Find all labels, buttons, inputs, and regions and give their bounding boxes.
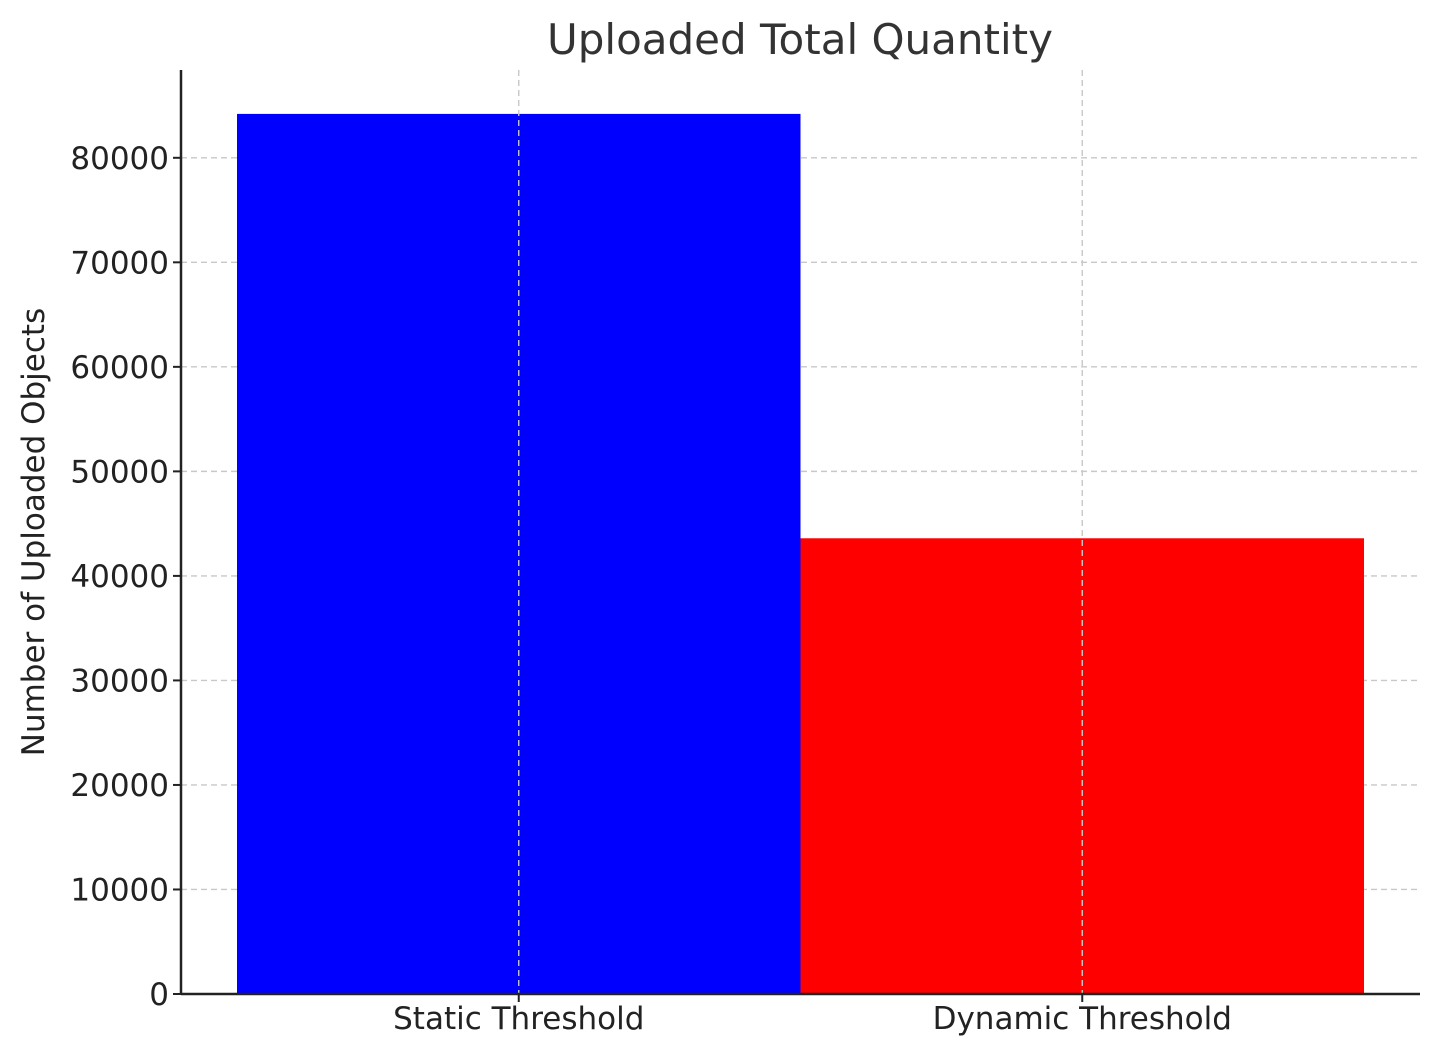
x-tick-label: Dynamic Threshold bbox=[933, 1001, 1232, 1037]
y-tick-label: 60000 bbox=[70, 350, 169, 386]
y-tick-label: 40000 bbox=[70, 559, 169, 595]
x-tick-label: Static Threshold bbox=[393, 1001, 644, 1037]
y-tick-label: 10000 bbox=[70, 872, 169, 908]
y-tick-label: 0 bbox=[149, 977, 169, 1013]
y-tick-label: 70000 bbox=[70, 245, 169, 281]
tick-labels: 0 10000 20000 30000 40000 50000 60000 70000 8000… bbox=[70, 141, 1232, 1037]
chart-title: Uploaded Total Quantity bbox=[547, 15, 1053, 64]
bars bbox=[237, 70, 1364, 994]
y-tick-label: 20000 bbox=[70, 768, 169, 804]
y-tick-label: 30000 bbox=[70, 663, 169, 699]
y-axis-label: Number of Uploaded Objects bbox=[16, 308, 52, 756]
y-tick-label: 50000 bbox=[70, 454, 169, 490]
axes bbox=[173, 70, 1420, 1002]
y-tick-label: 80000 bbox=[70, 141, 169, 177]
